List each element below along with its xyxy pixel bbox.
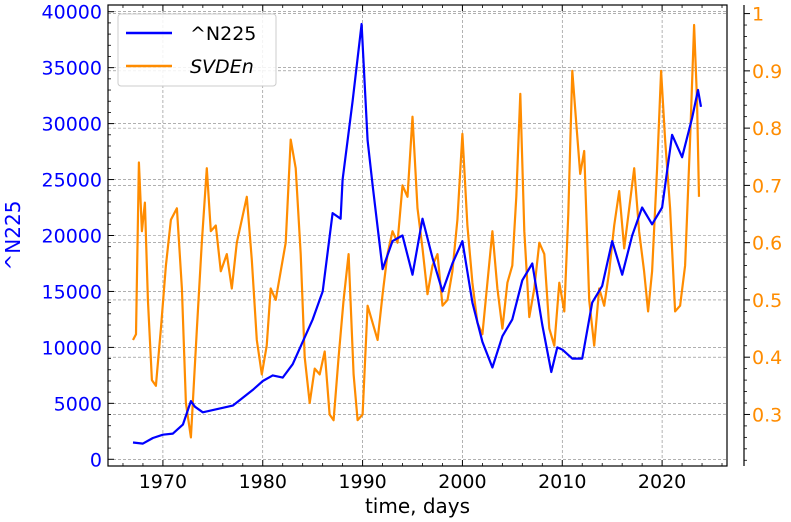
series-line-svden (132, 23, 701, 439)
x-tick-label: 2010 (538, 471, 586, 493)
x-tick-label: 1990 (338, 471, 386, 493)
x-axis-label: time, days (365, 494, 470, 518)
y-right-tick-label: 0.9 (752, 61, 782, 83)
y-right-tick-label: 0.7 (752, 175, 782, 197)
legend: ^N225 SVDEn (117, 13, 277, 87)
y-left-tick-label: 5000 (54, 393, 102, 415)
y-right-tick-label: 0.8 (752, 118, 782, 140)
y-right-tick-label: 0.3 (752, 404, 782, 426)
y-right-tick-label: 0.6 (752, 233, 782, 255)
y-right-tick-label: 0.4 (752, 347, 782, 369)
y-left-tick-label: 25000 (42, 170, 102, 192)
ticks: 1970 1980 1990 2000 2010 2020 0 5000 10000 15000 2… (42, 2, 783, 493)
y-left-tick-label: 20000 (42, 226, 102, 248)
y-left-tick-label: 10000 (42, 337, 102, 359)
y-axis-left-label: ^N225 (1, 201, 25, 271)
y-left-tick-label: 15000 (42, 281, 102, 303)
x-tick-label: 2000 (438, 471, 486, 493)
y-right-tick-label: 1 (752, 4, 764, 26)
y-left-tick-label: 35000 (42, 58, 102, 80)
x-tick-label: 1970 (139, 471, 187, 493)
series-line-n225 (132, 22, 703, 445)
y-left-tick-label: 30000 (42, 114, 102, 136)
series-layer (132, 22, 703, 445)
y-left-tick-label: 40000 (42, 2, 102, 24)
y-right-tick-label: 0.5 (752, 290, 782, 312)
y-left-tick-label: 0 (90, 449, 102, 471)
legend-label-n225: ^N225 (190, 23, 256, 45)
x-tick-label: 2020 (638, 471, 686, 493)
x-tick-label: 1980 (239, 471, 287, 493)
legend-label-svden: SVDEn (190, 56, 254, 78)
